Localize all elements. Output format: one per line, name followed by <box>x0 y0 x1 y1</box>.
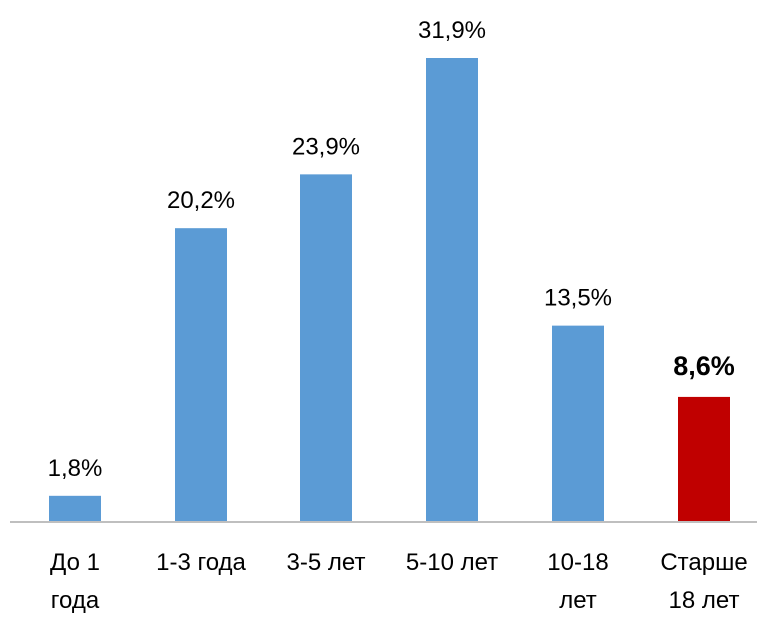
bar-0 <box>49 495 101 522</box>
bar-4 <box>552 325 604 522</box>
bar-1 <box>175 228 227 522</box>
x-tick-label-1: 1-3 года <box>156 549 246 576</box>
x-tick-label-0: До 1 года <box>50 549 100 614</box>
data-label-3: 31,9% <box>418 17 486 44</box>
data-label-0: 1,8% <box>48 455 103 482</box>
x-tick-label-5: Старше 18 лет <box>660 549 747 614</box>
data-label-5: 8,6% <box>673 351 735 381</box>
x-tick-label-2: 3-5 лет <box>287 549 366 576</box>
bars-layer <box>49 58 730 522</box>
data-label-1: 20,2% <box>167 187 235 214</box>
x-tick-label-4: 10-18 лет <box>547 549 608 614</box>
x-tick-label-3: 5-10 лет <box>406 549 498 576</box>
data-label-4: 13,5% <box>544 285 612 312</box>
bar-3 <box>426 58 478 522</box>
data-labels-layer: 1,8% 20,2% 23,9% 31,9% 13,5% 8,6% <box>48 17 735 482</box>
bar-5 <box>678 396 730 522</box>
x-tick-labels: До 1 года 1-3 года 3-5 лет 5-10 лет 10-18 лет С… <box>50 549 748 614</box>
data-label-2: 23,9% <box>292 133 360 160</box>
bar-2 <box>300 174 352 522</box>
